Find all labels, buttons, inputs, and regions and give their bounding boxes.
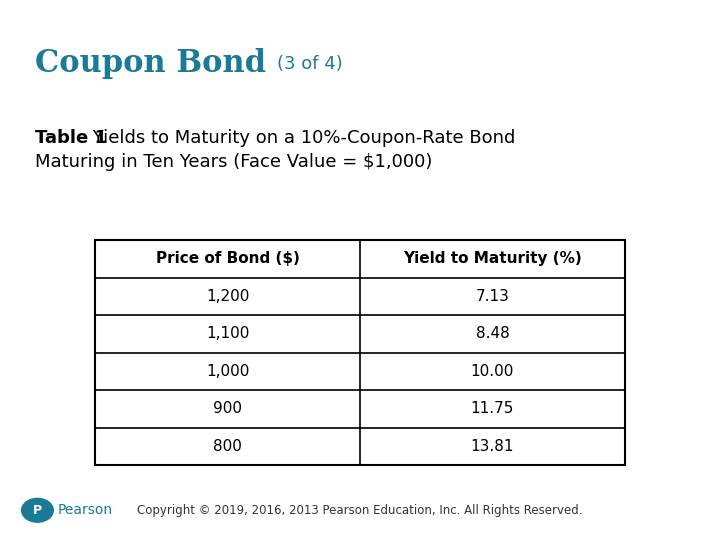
Text: Pearson: Pearson	[58, 503, 113, 517]
Text: P: P	[33, 504, 42, 517]
Text: 8.48: 8.48	[476, 326, 509, 341]
Text: 11.75: 11.75	[471, 401, 514, 416]
Text: Copyright © 2019, 2016, 2013 Pearson Education, Inc. All Rights Reserved.: Copyright © 2019, 2016, 2013 Pearson Edu…	[138, 504, 582, 517]
Text: Coupon Bond: Coupon Bond	[35, 48, 266, 79]
Text: 800: 800	[213, 438, 242, 454]
Text: 7.13: 7.13	[475, 289, 510, 303]
Text: Yields to Maturity on a 10%-Coupon-Rate Bond: Yields to Maturity on a 10%-Coupon-Rate …	[87, 129, 516, 147]
Text: 900: 900	[213, 401, 242, 416]
Text: Maturing in Ten Years (Face Value = $1,000): Maturing in Ten Years (Face Value = $1,0…	[35, 153, 432, 171]
Text: Yield to Maturity (%): Yield to Maturity (%)	[403, 251, 582, 266]
Text: 1,000: 1,000	[206, 364, 249, 379]
Text: (3 of 4): (3 of 4)	[277, 55, 343, 73]
Text: 13.81: 13.81	[471, 438, 514, 454]
Text: Price of Bond ($): Price of Bond ($)	[156, 251, 300, 266]
Text: 1,100: 1,100	[206, 326, 249, 341]
Text: 10.00: 10.00	[471, 364, 514, 379]
Text: 1,200: 1,200	[206, 289, 249, 303]
Text: Table 1: Table 1	[35, 129, 107, 147]
